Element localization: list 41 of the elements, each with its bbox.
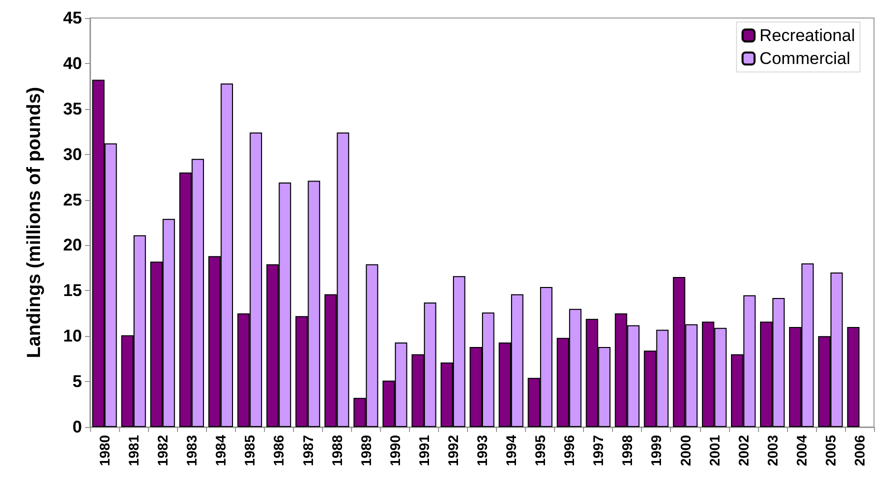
x-tick-label: 2003 [764, 434, 780, 466]
x-tick-label: 1994 [503, 434, 520, 466]
x-tick-label: 1983 [184, 434, 200, 466]
x-tick-label: 1989 [358, 434, 374, 466]
x-tick-label: 1992 [444, 434, 461, 466]
x-tick-label: 1982 [154, 434, 171, 466]
x-tick-label: 1991 [416, 434, 432, 466]
y-tick-label: 0 [72, 418, 82, 436]
x-tick-label: 1997 [590, 434, 606, 466]
x-tick-label: 2001 [706, 434, 722, 466]
x-tick-label: 1993 [474, 434, 490, 466]
x-tick-label: 1981 [126, 434, 142, 466]
x-tick-label: 2000 [677, 434, 694, 466]
x-tick-label: 1986 [270, 434, 287, 466]
y-tick-label: 25 [63, 190, 82, 210]
x-tick-label: 1990 [386, 434, 403, 466]
x-tick-label: 1998 [619, 434, 636, 466]
y-axis-title: Landings (millions of pounds) [24, 86, 45, 358]
y-tick-label: 35 [63, 99, 82, 118]
bar [847, 327, 860, 427]
y-tick-label: 10 [63, 326, 82, 346]
x-tick-label: 1999 [648, 434, 664, 466]
x-tick-label: 1984 [212, 434, 229, 466]
x-tick-label: 1988 [328, 434, 345, 466]
y-tick-label: 45 [63, 8, 82, 28]
x-tick-label: 1987 [300, 434, 316, 466]
x-tick-label: 2006 [851, 434, 868, 466]
x-tick-label: 2004 [793, 434, 810, 466]
x-tick-label: 1985 [242, 434, 258, 466]
y-tick-label: 40 [63, 54, 82, 73]
x-tick-label: 1980 [96, 434, 113, 466]
x-tick-label: 2005 [822, 434, 838, 466]
x-tick-label: 1996 [561, 434, 578, 466]
y-tick-label: 15 [63, 281, 82, 300]
legend-label: Recreational [760, 26, 856, 45]
y-tick-label: 20 [63, 236, 82, 255]
x-tick-label: 2002 [735, 434, 752, 466]
legend-label: Commercial [760, 49, 850, 68]
y-tick-label: 30 [63, 144, 82, 164]
x-tick-label: 1995 [532, 434, 548, 466]
y-tick-label: 5 [72, 372, 82, 392]
